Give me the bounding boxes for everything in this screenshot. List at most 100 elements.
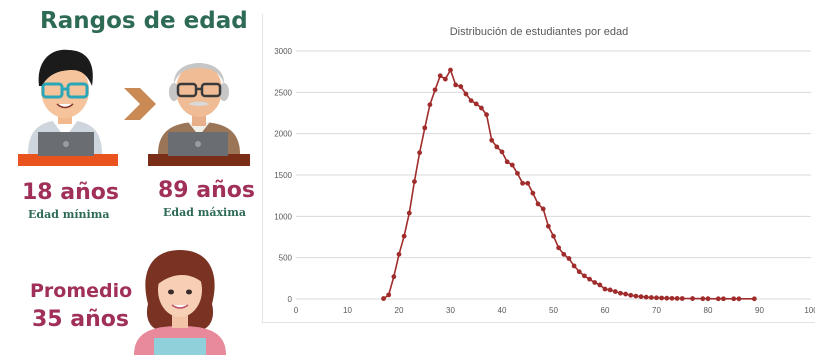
data-point (664, 295, 670, 301)
data-point (623, 291, 628, 297)
data-point (690, 296, 695, 301)
data-point (618, 290, 623, 296)
x-tick-label: 50 (549, 306, 558, 315)
data-point (417, 150, 422, 156)
data-point (654, 295, 659, 301)
data-point (700, 296, 706, 302)
data-point (386, 292, 392, 298)
woman-avatar (134, 250, 226, 355)
y-tick-label: 3000 (274, 47, 292, 56)
data-point (437, 73, 443, 79)
data-point (381, 296, 386, 301)
x-tick-label: 0 (294, 306, 299, 315)
data-point (582, 273, 587, 279)
data-point (396, 251, 402, 257)
data-point (406, 210, 412, 216)
data-point (520, 180, 525, 186)
x-tick-label: 90 (755, 306, 764, 315)
data-point (479, 105, 484, 111)
data-point (751, 296, 757, 302)
data-point (571, 263, 577, 269)
x-tick-label: 60 (601, 306, 610, 315)
data-point (540, 206, 546, 212)
x-tick-label: 20 (395, 306, 404, 315)
y-tick-label: 1500 (274, 171, 292, 180)
y-tick-label: 2500 (274, 88, 292, 97)
data-point (731, 296, 737, 302)
data-point (463, 91, 469, 97)
data-point (484, 112, 489, 118)
young-man-avatar (18, 49, 118, 166)
data-point (391, 274, 397, 280)
data-point (607, 287, 613, 293)
data-point (530, 190, 536, 196)
data-point (643, 294, 649, 300)
data-point (592, 280, 598, 285)
data-point (448, 67, 453, 73)
data-point (401, 233, 407, 239)
chart-panel: Distribución de estudiantes por edad 0 50… (262, 14, 815, 323)
data-point (612, 289, 618, 294)
x-tick-label: 40 (498, 306, 507, 315)
data-point (566, 256, 572, 261)
x-tick-label: 10 (343, 306, 352, 315)
data-point (473, 101, 479, 107)
data-point (659, 295, 665, 301)
infographic-panel: Rangos de edad 18 años Edad mí (0, 0, 262, 355)
data-point (442, 76, 448, 82)
data-point (736, 296, 742, 302)
data-point (715, 296, 721, 302)
data-point (628, 292, 634, 298)
data-point (545, 223, 551, 229)
data-point (535, 201, 541, 207)
series-line (383, 68, 755, 300)
data-point (551, 233, 556, 239)
data-point (427, 102, 433, 108)
data-point (648, 295, 654, 300)
data-point (674, 296, 680, 301)
age-distribution-chart: 0 500 1000 1500 2000 2500 3000 0 10 20 30 40 50 60 70 8… (274, 47, 815, 315)
min-age-value: 18 años (22, 180, 119, 205)
data-point (525, 180, 531, 186)
data-point (556, 245, 562, 251)
old-man-avatar (148, 63, 250, 166)
data-point (499, 149, 505, 155)
data-point (494, 144, 500, 150)
data-point (515, 170, 520, 176)
data-point (597, 282, 603, 288)
y-tick-label: 500 (279, 254, 293, 263)
data-point (458, 84, 464, 89)
average-value: 35 años (32, 307, 129, 332)
arrow-right-icon (124, 88, 156, 120)
x-tick-label: 80 (704, 306, 713, 315)
data-point (453, 82, 459, 88)
data-point (633, 293, 639, 299)
data-point (638, 294, 644, 300)
data-point (669, 295, 675, 301)
data-point (422, 125, 428, 131)
data-point (509, 162, 515, 168)
data-point (432, 87, 438, 93)
data-point (602, 286, 608, 292)
data-point (576, 269, 582, 275)
data-point (468, 98, 474, 103)
data-point (679, 296, 685, 301)
min-age-caption: Edad mínima (28, 208, 110, 221)
x-tick-label: 70 (652, 306, 661, 315)
infographic-title: Rangos de edad (40, 8, 248, 34)
data-point (412, 179, 417, 185)
y-tick-label: 0 (288, 295, 293, 304)
x-tick-label: 100 (804, 306, 815, 315)
chart-title: Distribución de estudiantes por edad (449, 26, 629, 38)
y-tick-label: 1000 (274, 212, 292, 221)
data-point (705, 296, 711, 302)
max-age-value: 89 años (158, 178, 255, 203)
max-age-caption: Edad máxima (163, 206, 246, 219)
y-tick-label: 2000 (274, 130, 292, 139)
data-point (587, 276, 592, 282)
data-point (561, 251, 567, 257)
data-point (504, 159, 510, 165)
x-tick-label: 30 (446, 306, 455, 315)
average-label: Promedio (30, 280, 133, 302)
data-point (721, 296, 726, 302)
